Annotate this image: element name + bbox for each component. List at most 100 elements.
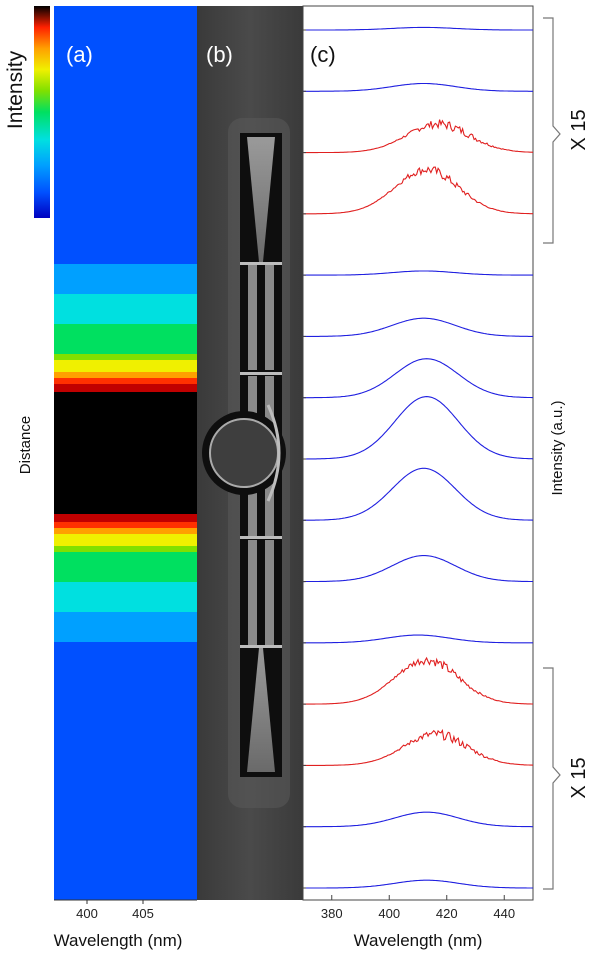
panel-c-tick-label: 400 — [378, 906, 400, 921]
bracket-bottom: X 15 — [543, 667, 590, 890]
heatmap-cell — [54, 840, 197, 847]
heatmap-cell — [54, 168, 197, 175]
heatmap-cell — [54, 282, 197, 289]
heatmap-cell — [54, 354, 197, 361]
heatmap-cell — [54, 210, 197, 217]
heatmap-cell — [54, 588, 197, 595]
panel-a-label: (a) — [66, 42, 93, 67]
heatmap-cell — [54, 384, 197, 391]
heatmap-cell — [54, 750, 197, 757]
heatmap-cell — [54, 732, 197, 739]
heatmap-cell — [54, 894, 197, 901]
heatmap-cell — [54, 786, 197, 793]
sem-image-panel-b — [197, 6, 303, 900]
heatmap-cell — [54, 318, 197, 325]
panel-c-ylabel: Intensity (a.u.) — [549, 400, 566, 495]
spectrum-line-5 — [303, 270, 533, 276]
spectrum-line-9 — [302, 467, 534, 521]
tether — [240, 262, 282, 265]
heatmap-cell — [54, 132, 197, 139]
heatmap-cell — [54, 690, 197, 697]
bottom-taper — [247, 648, 275, 772]
heatmap-cell — [54, 264, 197, 271]
spectrum-line-3 — [303, 119, 534, 154]
bracket-top: X 15 — [543, 17, 590, 244]
heatmap-cell — [54, 798, 197, 805]
heatmap-saturated-core — [54, 392, 197, 514]
heatmap-cell — [54, 642, 197, 649]
heatmap-cell — [54, 96, 197, 103]
heatmap-cell — [54, 600, 197, 607]
heatmap-cell — [54, 312, 197, 319]
beam-segment — [248, 265, 257, 370]
heatmap-cell — [54, 864, 197, 871]
spectra-lines — [302, 26, 534, 889]
bracket-bottom-label: X 15 — [568, 757, 590, 798]
heatmap-cell — [54, 858, 197, 865]
heatmap-cell — [54, 306, 197, 313]
heatmap-cell — [54, 90, 197, 97]
heatmap-cell — [54, 696, 197, 703]
heatmap-cell — [54, 12, 197, 19]
heatmap-cell — [54, 606, 197, 613]
heatmap-cell — [54, 342, 197, 349]
heatmap-cell — [54, 612, 197, 619]
colorbar: Intensity — [4, 6, 50, 218]
heatmap-cell — [54, 234, 197, 241]
spectrum-line-15 — [303, 879, 533, 889]
heatmap-cell — [54, 756, 197, 763]
heatmap-cell — [54, 174, 197, 181]
heatmap-cell — [54, 636, 197, 643]
coupling-waveguide — [266, 404, 281, 502]
heatmap-panel-a — [54, 6, 197, 901]
heatmap-cell — [54, 678, 197, 685]
heatmap-cell — [54, 828, 197, 835]
top-taper — [247, 137, 275, 262]
spectrum-line-14 — [303, 811, 533, 828]
heatmap-cell — [54, 216, 197, 223]
tether — [240, 645, 282, 648]
heatmap-cell — [54, 660, 197, 667]
heatmap-cell — [54, 6, 197, 13]
heatmap-cell — [54, 630, 197, 637]
heatmap-cell — [54, 186, 197, 193]
panel-c-label: (c) — [310, 42, 336, 67]
bracket-top-line — [543, 17, 561, 244]
heatmap-cell — [54, 240, 197, 247]
heatmap-cell — [54, 576, 197, 583]
heatmap-cell — [54, 618, 197, 625]
heatmap-cell — [54, 222, 197, 229]
heatmap-cell — [54, 648, 197, 655]
heatmap-cell — [54, 156, 197, 163]
heatmap-cell — [54, 852, 197, 859]
heatmap-cell — [54, 336, 197, 343]
heatmap-cell — [54, 162, 197, 169]
heatmap-cell — [54, 702, 197, 709]
heatmap-cell — [54, 30, 197, 37]
heatmap-cell — [54, 252, 197, 259]
bracket-bottom-line — [543, 667, 561, 890]
heatmap-cell — [54, 126, 197, 133]
heatmap-cell — [54, 804, 197, 811]
heatmap-cell — [54, 720, 197, 727]
panel-a-tick-label-405: 405 — [132, 906, 154, 921]
heatmap-cell — [54, 72, 197, 79]
spectrum-line-8 — [303, 396, 534, 460]
heatmap-cell — [54, 564, 197, 571]
heatmap-cell — [54, 672, 197, 679]
heatmap-cell — [54, 570, 197, 577]
heatmap-cell — [54, 360, 197, 367]
heatmap-cell — [54, 348, 197, 355]
heatmap-cell — [54, 546, 197, 553]
heatmap-cell — [54, 558, 197, 565]
heatmap-cell — [54, 54, 197, 61]
heatmap-cell — [54, 288, 197, 295]
heatmap-cell — [54, 882, 197, 889]
heatmap-cell — [54, 888, 197, 895]
beam-segment — [248, 540, 257, 645]
heatmap-cell — [54, 144, 197, 151]
panel-c-tick-label: 420 — [436, 906, 458, 921]
heatmap-cell — [54, 300, 197, 307]
microdisk — [209, 418, 279, 488]
heatmap-cell — [54, 246, 197, 253]
